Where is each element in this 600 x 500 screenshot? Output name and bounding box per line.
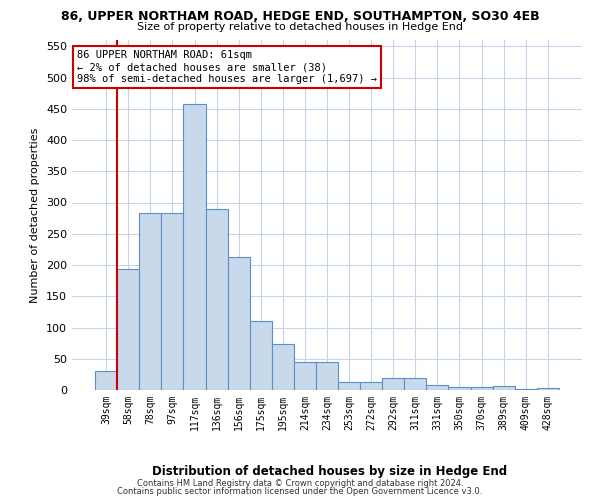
- Bar: [515, 389, 537, 390]
- Bar: [427, 385, 448, 390]
- Text: Distribution of detached houses by size in Hedge End: Distribution of detached houses by size …: [152, 465, 508, 478]
- Bar: [206, 210, 227, 390]
- Bar: [139, 213, 161, 390]
- Bar: [316, 362, 338, 390]
- Text: 86 UPPER NORTHAM ROAD: 61sqm
← 2% of detached houses are smaller (38)
98% of sem: 86 UPPER NORTHAM ROAD: 61sqm ← 2% of det…: [77, 50, 377, 84]
- Bar: [493, 386, 515, 390]
- Bar: [537, 388, 559, 390]
- Text: Contains public sector information licensed under the Open Government Licence v3: Contains public sector information licen…: [118, 487, 482, 496]
- Bar: [382, 378, 404, 390]
- Bar: [294, 362, 316, 390]
- Bar: [227, 257, 250, 390]
- Bar: [184, 104, 206, 390]
- Bar: [117, 270, 139, 390]
- Text: Size of property relative to detached houses in Hedge End: Size of property relative to detached ho…: [137, 22, 463, 32]
- Bar: [272, 344, 294, 390]
- Bar: [448, 387, 470, 390]
- Bar: [95, 371, 117, 390]
- Y-axis label: Number of detached properties: Number of detached properties: [31, 128, 40, 302]
- Bar: [250, 322, 272, 390]
- Bar: [470, 387, 493, 390]
- Bar: [338, 382, 360, 390]
- Text: Contains HM Land Registry data © Crown copyright and database right 2024.: Contains HM Land Registry data © Crown c…: [137, 478, 463, 488]
- Text: 86, UPPER NORTHAM ROAD, HEDGE END, SOUTHAMPTON, SO30 4EB: 86, UPPER NORTHAM ROAD, HEDGE END, SOUTH…: [61, 10, 539, 23]
- Bar: [404, 378, 427, 390]
- Bar: [161, 213, 184, 390]
- Bar: [360, 382, 382, 390]
